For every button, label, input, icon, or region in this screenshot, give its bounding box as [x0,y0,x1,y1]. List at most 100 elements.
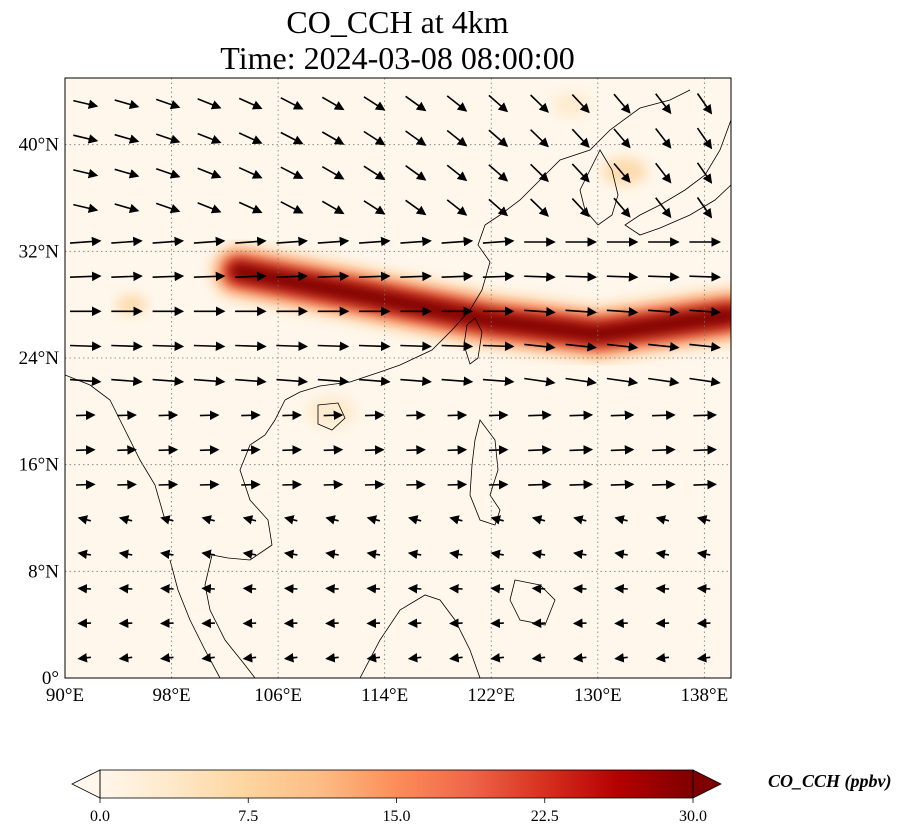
map-frame [64,77,732,679]
wind-arrow [363,130,386,146]
wind-arrow [400,341,432,352]
wind-arrow [524,272,556,282]
wind-arrow [111,236,143,247]
japan-coastline [624,119,731,236]
wind-arrow [118,583,133,594]
wind-arrow [75,410,96,421]
wind-arrow [276,236,308,247]
wind-arrow [242,583,257,594]
wind-arrow [405,199,427,216]
wind-arrow [197,167,222,179]
co-patch [551,92,591,117]
wind-arrow [655,583,670,594]
wind-arrow [325,652,339,663]
wind-arrow [490,583,504,594]
wind-arrow [160,549,174,560]
wind-arrow [317,271,350,282]
wind-arrow [606,307,639,317]
wind-arrow [446,95,468,112]
lon-tick-label: 90°E [46,685,84,706]
wind-arrow [193,271,226,282]
colorbar-ticks: 0.0 7.5 15.0 22.5 30.0 [90,798,707,825]
wind-arrow [606,376,639,387]
lon-tick-label: 106°E [254,685,302,706]
wind-arrow [366,652,381,663]
lat-tick-label: 32°N [19,241,60,262]
wind-arrow [118,515,133,525]
wind-arrow [613,162,631,184]
wind-arrow [69,341,102,352]
wind-arrow [321,96,345,111]
wind-arrow [197,202,222,214]
borneo-coastline [359,594,481,678]
wind-arrow [490,515,504,525]
wind-arrow [73,203,99,213]
colorbar-body [100,770,693,798]
wind-arrow [610,410,635,420]
wind-arrow [441,271,474,282]
wind-arrow [75,479,96,490]
wind-arrow [283,652,298,663]
wind-arrow [323,445,344,455]
colorbar-tick-label: 15.0 [383,808,411,825]
wind-arrow [406,410,426,421]
wind-arrow [406,479,426,490]
wind-arrow [317,236,350,247]
lon-tick-label: 138°E [681,685,729,706]
wind-arrow [323,479,344,490]
wind-arrow [117,410,137,421]
wind-arrow [614,652,628,663]
wind-arrow [160,583,174,594]
wind-arrow [366,549,381,560]
lon-tick-label: 130°E [574,685,622,706]
wind-arrow [238,132,263,145]
wind-arrow [69,376,102,387]
wind-arrow [364,445,385,455]
wind-arrow [117,479,137,490]
wind-arrow [449,515,463,525]
wind-arrow [276,271,308,282]
wind-arrow [73,134,99,144]
wind-arrow [282,445,302,455]
wind-arrow [111,341,143,352]
wind-arrow [610,479,635,490]
colorbar-tick-label: 7.5 [238,808,258,825]
wind-arrow [407,549,422,560]
wind-arrow [696,127,713,150]
colorbar-tick-label: 0.0 [90,808,110,825]
wind-arrow [530,129,549,148]
wind-arrow [571,128,590,148]
wind-arrow [359,376,391,387]
wind-arrow [693,445,717,455]
wind-arrow [488,198,509,217]
lon-tick-label: 122°E [467,685,515,706]
wind-arrow [614,515,628,525]
wind-arrow [193,341,226,352]
wind-arrow [446,199,468,216]
colorbar-tick-label: 22.5 [531,808,559,825]
wind-arrow [241,445,261,455]
wind-arrow [569,445,594,455]
wind-arrow [283,583,298,594]
luzon-coastline [469,419,501,526]
wind-arrow [276,376,308,387]
wind-arrow [363,96,386,111]
wind-arrow [284,515,298,525]
wind-arrow [321,166,345,180]
wind-arrow [235,236,267,247]
wind-arrow [69,236,102,247]
co-plume [115,92,731,428]
wind-arrow [531,652,546,663]
wind-arrow [280,201,304,214]
wind-arrow [488,410,509,421]
wind-arrow [155,202,181,214]
lat-tick-label: 40°N [19,135,60,156]
wind-arrow [235,341,267,352]
wind-arrow [648,307,680,317]
wind-arrow [449,652,463,663]
wind-arrow [407,583,422,594]
lat-tick-label: 0° [42,668,59,689]
wind-arrow [238,97,263,110]
wind-arrow [117,445,137,455]
wind-arrow [321,200,345,215]
